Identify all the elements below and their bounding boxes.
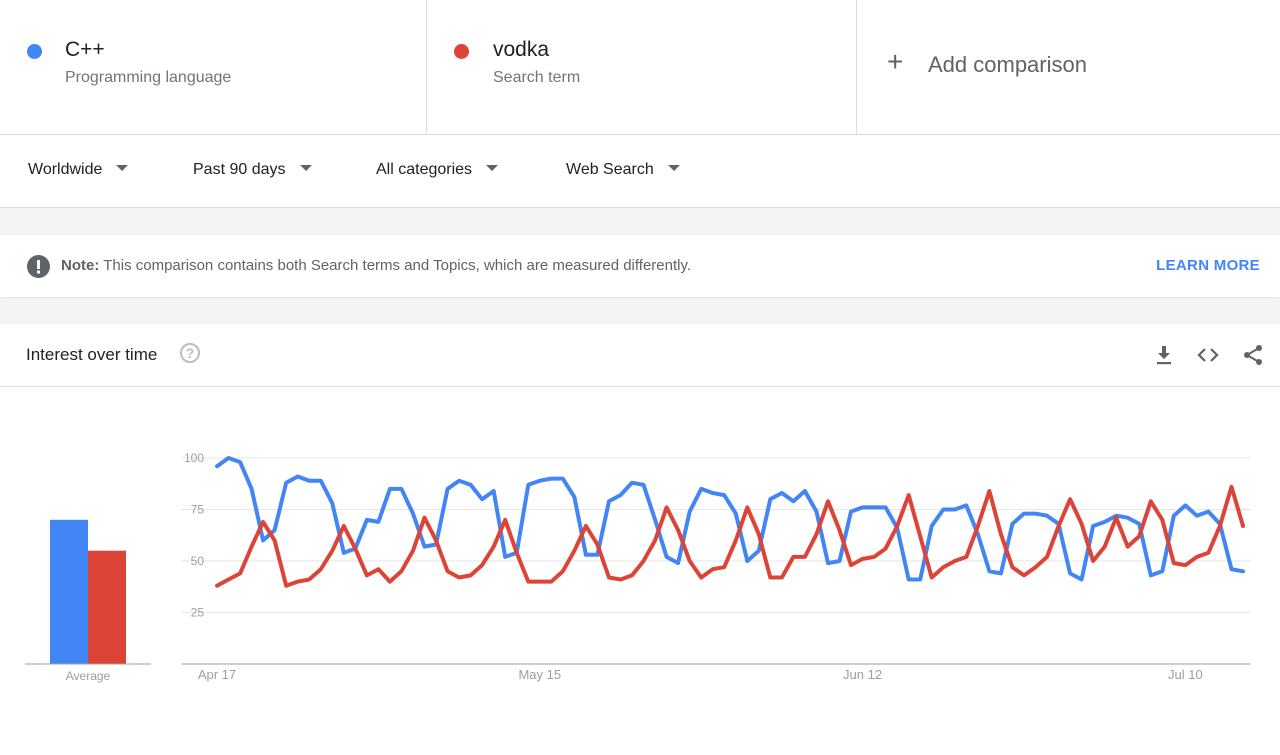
average-label: Average [66, 669, 111, 683]
add-comparison-button[interactable]: + Add comparison [857, 0, 1280, 134]
warning-icon [27, 255, 50, 278]
average-bar-vodka [88, 550, 126, 664]
category-value: All categories [376, 161, 473, 178]
x-tick-label: Apr 17 [198, 667, 236, 682]
term-type: Search term [493, 69, 581, 86]
property-value: Web Search [566, 161, 654, 178]
x-tick-label: Jun 12 [843, 667, 882, 682]
term-name: C++ [65, 38, 105, 61]
series-color-dot-cpp [27, 44, 42, 59]
card-header: Interest over time ? [0, 324, 1280, 387]
share-icon[interactable] [1241, 343, 1265, 367]
series-line-vodka [215, 484, 1245, 588]
learn-more-link[interactable]: LEARN MORE [1156, 257, 1260, 274]
period-value: Past 90 days [193, 161, 286, 178]
term-name: vodka [493, 38, 550, 61]
caret-down-icon [299, 164, 312, 171]
property-dropdown[interactable]: Web Search [566, 161, 680, 179]
term-type: Programming language [65, 69, 232, 86]
y-tick-label: 50 [191, 554, 205, 568]
caret-down-icon [667, 164, 680, 171]
download-icon[interactable] [1152, 343, 1176, 367]
region-value: Worldwide [28, 161, 103, 178]
y-tick-label: 100 [184, 451, 204, 465]
category-dropdown[interactable]: All categories [376, 161, 499, 179]
y-tick-label: 75 [191, 503, 205, 517]
section-gap [0, 208, 1280, 235]
term-card-cpp[interactable]: C++ Programming language [0, 0, 427, 134]
comparison-note: Note: This comparison contains both Sear… [0, 235, 1280, 297]
period-dropdown[interactable]: Past 90 days [193, 161, 312, 179]
average-bar-cpp [50, 519, 88, 664]
plus-icon: + [887, 46, 904, 77]
filter-bar: Worldwide Past 90 days All categories We… [0, 135, 1280, 207]
x-tick-label: May 15 [518, 667, 561, 682]
comparison-bar: C++ Programming language vodka Search te… [0, 0, 1280, 135]
caret-down-icon [486, 164, 499, 171]
note-label: Note: [61, 257, 100, 274]
note-message: This comparison contains both Search ter… [103, 257, 692, 274]
interest-over-time-card: Interest over time ? [0, 324, 1280, 755]
help-icon[interactable]: ? [180, 343, 200, 363]
y-tick-label: 25 [191, 606, 205, 620]
series-line-cpp [215, 456, 1245, 582]
embed-icon[interactable] [1196, 343, 1220, 367]
card-title: Interest over time [26, 345, 158, 364]
section-gap [0, 298, 1280, 324]
series-color-dot-vodka [454, 44, 469, 59]
term-card-vodka[interactable]: vodka Search term [427, 0, 857, 134]
caret-down-icon [116, 164, 129, 171]
note-text: Note: This comparison contains both Sear… [61, 257, 691, 274]
add-comparison-label: Add comparison [928, 52, 1087, 77]
x-tick-label: Jul 10 [1168, 667, 1203, 682]
region-dropdown[interactable]: Worldwide [28, 161, 129, 179]
